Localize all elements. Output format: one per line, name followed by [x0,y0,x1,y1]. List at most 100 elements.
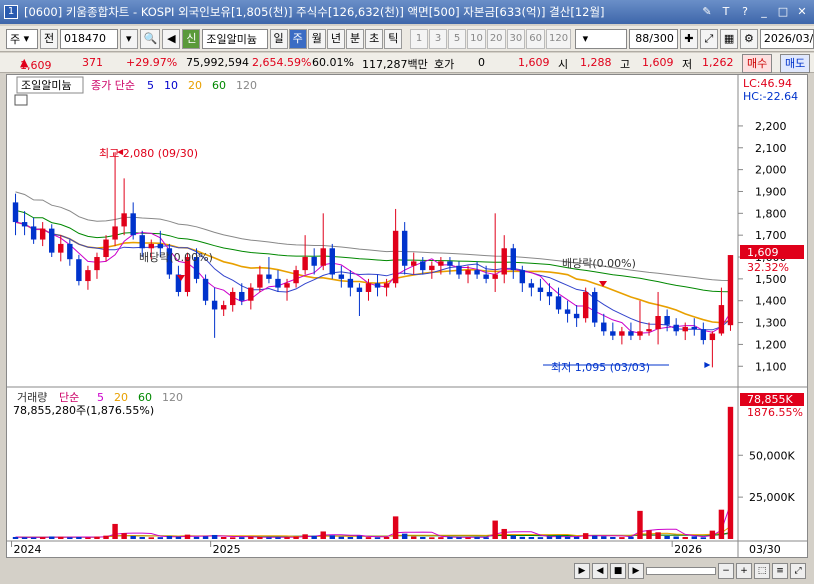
count-input[interactable]: 88/300 [629,28,678,49]
current-price-value: 1,609 [20,59,52,72]
volume-bar [356,535,363,539]
interval-button-5[interactable]: 5 [448,28,467,49]
x-tick-label: 2024 [14,543,42,556]
period-tab-2[interactable]: 월 [307,28,326,49]
period-tab-0[interactable]: 일 [269,28,288,49]
speaker-icon[interactable]: ◀ [162,28,181,49]
candle-body [293,270,299,284]
candle-body [230,291,236,306]
volume-bar [39,537,46,539]
high-label: 고 [620,58,631,71]
volume-ma-legend-5: 5 [97,391,104,404]
last-volume-tag-text: 78,855K [747,393,793,406]
volume-bar [30,537,37,539]
search-icon[interactable]: 🔍 [139,28,161,49]
period-tab-5[interactable]: 초 [365,28,384,49]
candle-body [139,235,145,249]
volume-bar [537,537,544,539]
interval-button-30[interactable]: 30 [506,28,526,49]
volume-bar [519,536,526,539]
candle-body [691,326,697,330]
code-input[interactable]: 018470 [59,28,118,49]
current-price: 1,609 ▲ [20,56,52,72]
dividend-annotation-1: 배당락(0.00%) [139,251,213,264]
minimize-icon[interactable]: _ [761,5,767,18]
close-icon[interactable]: ✕ [797,5,807,18]
zoom-in-icon[interactable]: + [736,563,752,579]
chart-area[interactable]: 조일알미늄 종가 단순 5 10 20 60 120 LC:46.94 HC:-22.6… [6,74,808,558]
volume-bar [365,537,372,539]
table-icon[interactable]: ▦ [719,28,738,49]
maximize-icon[interactable]: □ [777,5,789,18]
candle-body [347,278,354,288]
options-icon[interactable]: ≡ [772,563,788,579]
interval-button-1[interactable]: 1 [410,28,429,49]
volume-bar [601,536,607,539]
volume-bar [700,537,707,539]
interval-button-60[interactable]: 60 [526,28,546,49]
interval-button-10[interactable]: 10 [467,28,486,49]
x-axis-end-label: 03/30 [749,543,781,556]
chart-type-icon[interactable]: ⤢ [699,28,718,49]
help-icon[interactable]: ? [742,5,748,18]
code-dropdown-button[interactable]: ▾ [119,28,138,49]
volume-bar [166,535,173,539]
candle-body [284,283,290,288]
scroll-prev-icon[interactable]: ◀ [592,563,608,579]
fit-icon[interactable]: ⬚ [754,563,770,579]
sell-button[interactable]: 매도 [780,54,811,73]
zoom-out-icon[interactable]: − [718,563,734,579]
prev-button[interactable]: 전 [39,28,58,49]
last-volume-pct: 1876.55% [747,406,803,419]
volume-bar [284,537,290,539]
ma-line-5 [15,221,731,334]
period-tab-1[interactable]: 주 [288,28,307,49]
volume-info: 78,855,280주(1,876.55%) [13,404,154,417]
candle-body [76,259,82,282]
candle-body [564,309,571,314]
volume-bar [510,535,516,539]
pin-icon[interactable]: ✎ [702,5,712,18]
stock-chart[interactable]: 조일알미늄 종가 단순 5 10 20 60 120 LC:46.94 HC:-22.6… [7,75,807,557]
date-input[interactable]: 2026/03/3 [759,28,814,49]
period-tab-6[interactable]: 틱 [384,28,403,49]
candle-body [727,255,734,326]
crosshair-icon[interactable]: ✚ [679,28,698,49]
volume-bar [718,509,725,539]
stop-icon[interactable]: ■ [610,563,626,579]
volume-bar [411,536,417,539]
interval-select[interactable]: ▾ [575,28,628,49]
low-price: 1,262 [702,56,734,69]
candle-body [21,222,28,227]
price-tick-label: 2,100 [755,142,787,155]
candle-body [356,287,363,292]
volume-bar [121,533,127,539]
scroll-right-icon[interactable]: ▶ [574,563,590,579]
candle-body [718,305,725,334]
volume-value: 75,992,594 [186,56,249,69]
dividend-arrow-2 [599,281,607,287]
candle-body [673,324,679,332]
volume-bar [465,537,471,539]
candle-body [157,243,164,249]
settings-icon[interactable]: ⚙ [739,28,758,49]
expand-icon[interactable]: ⤢ [790,563,806,579]
interval-button-3[interactable]: 3 [429,28,448,49]
buy-button[interactable]: 매수 [742,54,773,73]
candle-body [573,313,580,319]
interval-button-120[interactable]: 120 [546,28,572,49]
volume-bar [49,536,55,539]
zoom-slider[interactable] [646,567,716,575]
interval-button-20[interactable]: 20 [486,28,506,49]
text-icon[interactable]: T [722,5,730,18]
volume-bar [447,536,453,539]
market-select[interactable]: 주 ▾ [6,28,38,49]
candle-body [519,270,526,284]
table-toggle-icon[interactable] [14,94,28,106]
candle-body [30,226,37,240]
period-tab-4[interactable]: 분 [346,28,365,49]
volume-bar [85,537,91,539]
volume-ma-legend-60: 60 [138,391,152,404]
period-tab-3[interactable]: 년 [326,28,346,49]
play-icon[interactable]: ▶ [628,563,644,579]
